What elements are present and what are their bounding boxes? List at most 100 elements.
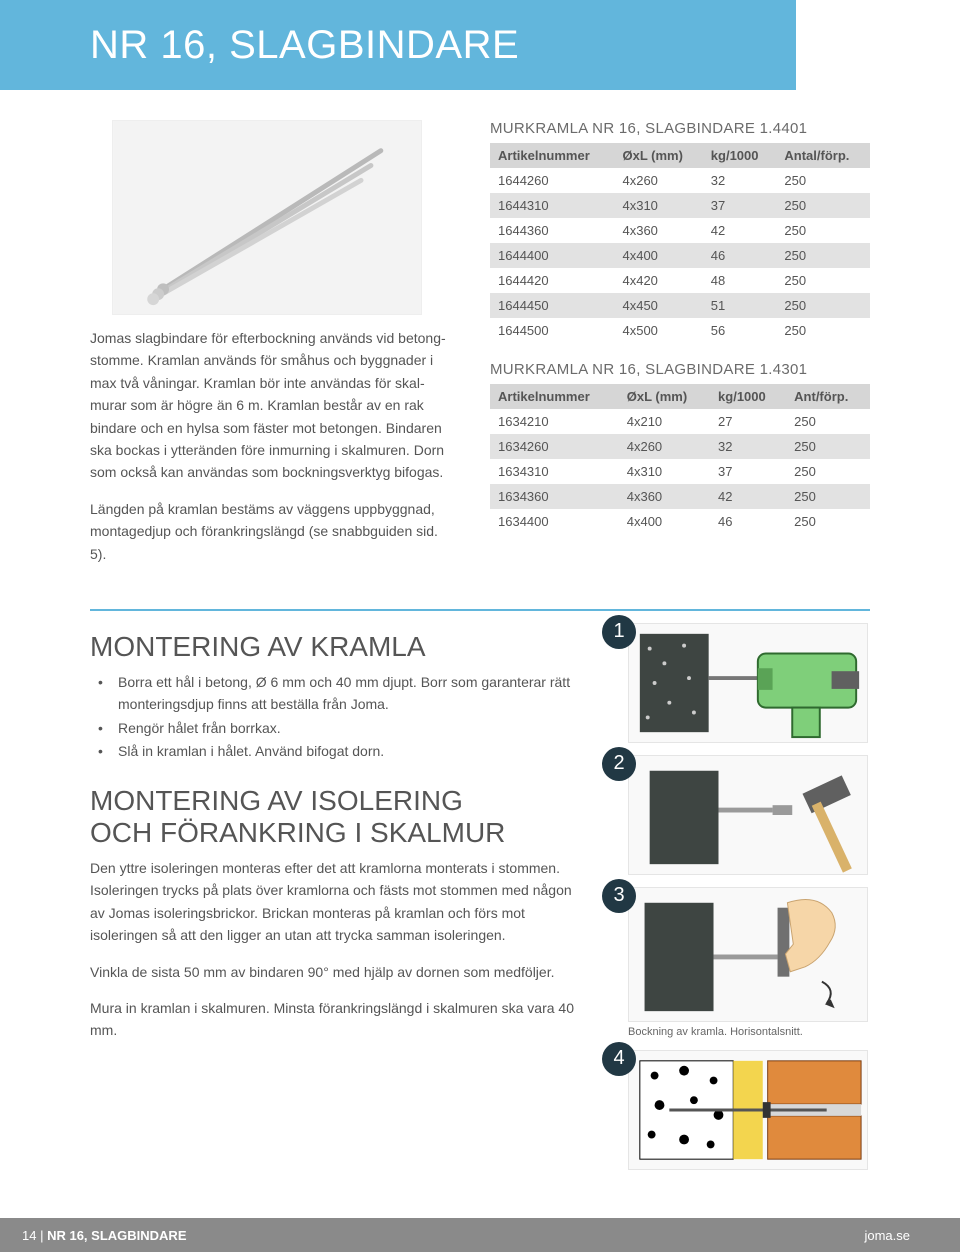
table-header-cell: Artikelnummer: [490, 384, 619, 409]
table-cell: 250: [786, 459, 870, 484]
step-badge-3: 3: [602, 879, 636, 913]
table-row: 16342604x26032250: [490, 434, 870, 459]
table-row: 16444204x42048250: [490, 268, 870, 293]
step-image-4: [628, 1050, 868, 1170]
table-cell: 250: [776, 168, 870, 193]
page-title: NR 16, SLAGBINDARE: [90, 23, 519, 68]
bullet-item: Rengör hålet från borrkax.: [118, 717, 580, 739]
table-cell: 32: [703, 168, 777, 193]
table-row: 16442604x26032250: [490, 168, 870, 193]
step-4: 4: [610, 1050, 870, 1170]
page-footer: 14 | NR 16, SLAGBINDARE joma.se: [0, 1218, 960, 1252]
right-column: MURKRAMLA NR 16, SLAGBINDARE 1.4401 Arti…: [490, 120, 870, 579]
table-cell: 4x450: [614, 293, 702, 318]
footer-left: 14 | NR 16, SLAGBINDARE: [22, 1228, 187, 1243]
table-cell: 4x400: [619, 509, 710, 534]
table-header-cell: ØxL (mm): [614, 143, 702, 168]
table-cell: 4x310: [619, 459, 710, 484]
insulation-para-3: Mura in kramlan i skalmuren. Minsta föra…: [90, 997, 580, 1042]
table-row: 16344004x40046250: [490, 509, 870, 534]
step-badge-4: 4: [602, 1042, 636, 1076]
step-2: 2: [610, 755, 870, 875]
table-header-cell: Artikelnummer: [490, 143, 614, 168]
table-cell: 250: [776, 268, 870, 293]
table-cell: 1644420: [490, 268, 614, 293]
table2-title: MURKRAMLA NR 16, SLAGBINDARE 1.4301: [490, 361, 870, 378]
table-row: 16443604x36042250: [490, 218, 870, 243]
table-cell: 4x260: [614, 168, 702, 193]
lower-content: MONTERING AV KRAMLA Borra ett hål i beto…: [0, 611, 960, 1182]
title-banner: NR 16, SLAGBINDARE: [0, 0, 796, 90]
steps-column: 1 2: [610, 623, 870, 1182]
bullet-item: Borra ett hål i betong, Ø 6 mm och 40 mm…: [118, 671, 580, 716]
table-row: 16342104x21027250: [490, 409, 870, 434]
table1-body: 16442604x2603225016443104x31037250164436…: [490, 168, 870, 343]
table-cell: 4x400: [614, 243, 702, 268]
footer-title: NR 16, SLAGBINDARE: [47, 1228, 186, 1243]
table-cell: 4x420: [614, 268, 702, 293]
table1-header-row: ArtikelnummerØxL (mm)kg/1000Antal/förp.: [490, 143, 870, 168]
table-cell: 250: [776, 293, 870, 318]
table-row: 16343104x31037250: [490, 459, 870, 484]
insulation-heading-line1: MONTERING AV ISOLERING: [90, 785, 463, 816]
table2-header-row: ArtikelnummerØxL (mm)kg/1000Ant/förp.: [490, 384, 870, 409]
table-header-cell: kg/1000: [710, 384, 786, 409]
table-cell: 250: [776, 318, 870, 343]
step-badge-2: 2: [602, 747, 636, 781]
table-cell: 37: [703, 193, 777, 218]
table-cell: 250: [786, 509, 870, 534]
insulation-para-1: Den yttre isoleringen monteras efter det…: [90, 857, 580, 947]
table-header-cell: ØxL (mm): [619, 384, 710, 409]
step-1: 1: [610, 623, 870, 743]
table-cell: 56: [703, 318, 777, 343]
mounting-heading: MONTERING AV KRAMLA: [90, 631, 580, 663]
table-header-cell: Ant/förp.: [786, 384, 870, 409]
table-cell: 48: [703, 268, 777, 293]
table-cell: 1634210: [490, 409, 619, 434]
mounting-bullets: Borra ett hål i betong, Ø 6 mm och 40 mm…: [90, 671, 580, 763]
table-cell: 1634360: [490, 484, 619, 509]
table-cell: 1644450: [490, 293, 614, 318]
description-paragraph-2: Längden på kramlan bestäms av väggens up…: [90, 498, 450, 565]
upper-content: Jomas slagbindare för efterbockning anvä…: [0, 90, 960, 579]
table1-title: MURKRAMLA NR 16, SLAGBINDARE 1.4401: [490, 120, 870, 137]
table-cell: 1644400: [490, 243, 614, 268]
table-cell: 46: [710, 509, 786, 534]
table-cell: 250: [786, 409, 870, 434]
table-cell: 1644360: [490, 218, 614, 243]
table-cell: 4x210: [619, 409, 710, 434]
lower-text-column: MONTERING AV KRAMLA Borra ett hål i beto…: [90, 623, 580, 1182]
table-cell: 1634260: [490, 434, 619, 459]
step-image-3: [628, 887, 868, 1022]
table-row: 16443104x31037250: [490, 193, 870, 218]
bullet-item: Slå in kramlan i hålet. Använd bifogat d…: [118, 740, 580, 762]
table-cell: 4x500: [614, 318, 702, 343]
table-cell: 27: [710, 409, 786, 434]
table-cell: 42: [703, 218, 777, 243]
table-cell: 1634310: [490, 459, 619, 484]
table-cell: 4x360: [614, 218, 702, 243]
table-cell: 37: [710, 459, 786, 484]
table2-body: 16342104x2102725016342604x26032250163431…: [490, 409, 870, 534]
table-row: 16343604x36042250: [490, 484, 870, 509]
step-3: 3 Bockning av kramla. Horisontalsnitt.: [610, 887, 870, 1038]
table-cell: 4x260: [619, 434, 710, 459]
table-cell: 250: [776, 193, 870, 218]
table-header-cell: Antal/förp.: [776, 143, 870, 168]
table-cell: 1644260: [490, 168, 614, 193]
insulation-heading-line2: OCH FÖRANKRING I SKALMUR: [90, 817, 505, 848]
insulation-para-2: Vinkla de sista 50 mm av bindaren 90° me…: [90, 961, 580, 983]
left-column: Jomas slagbindare för efterbockning anvä…: [90, 120, 450, 579]
table-cell: 250: [776, 243, 870, 268]
footer-page-number: 14 |: [22, 1228, 43, 1243]
table-row: 16445004x50056250: [490, 318, 870, 343]
table-cell: 250: [786, 434, 870, 459]
footer-site: joma.se: [864, 1228, 910, 1243]
step3-caption: Bockning av kramla. Horisontalsnitt.: [628, 1026, 870, 1038]
table-cell: 51: [703, 293, 777, 318]
table-cell: 250: [786, 484, 870, 509]
table-cell: 4x310: [614, 193, 702, 218]
step-badge-1: 1: [602, 615, 636, 649]
table-row: 16444004x40046250: [490, 243, 870, 268]
step-image-1: [628, 623, 868, 743]
